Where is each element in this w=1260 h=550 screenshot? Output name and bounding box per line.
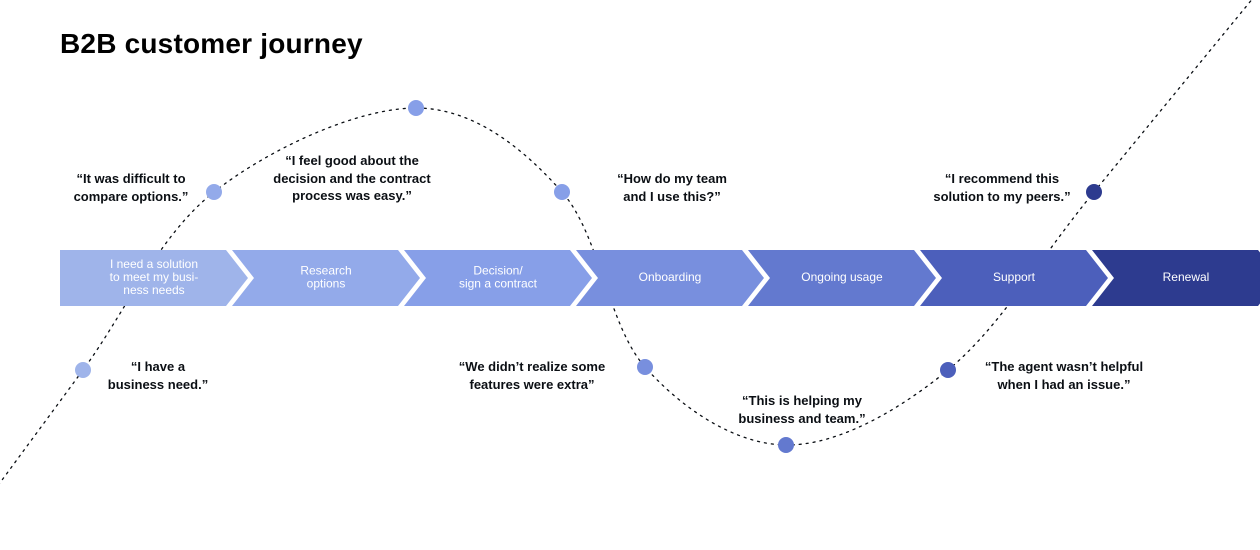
customer-quote: “How do my teamand I use this?”: [577, 170, 767, 205]
diagram-stage: B2B customer journey I need a solutionto…: [0, 0, 1260, 550]
customer-quote: “I recommend thissolution to my peers.”: [907, 170, 1097, 205]
customer-quote: “The agent wasn’t helpfulwhen I had an i…: [969, 358, 1159, 393]
sentiment-marker: [940, 362, 956, 378]
journey-stage-row: I need a solutionto meet my busi-ness ne…: [60, 250, 1260, 306]
journey-stage-label: to meet my busi-: [110, 270, 199, 284]
customer-quote: “This is helping mybusiness and team.”: [707, 392, 897, 427]
journey-stage-label: Ongoing usage: [801, 270, 883, 284]
sentiment-marker: [637, 359, 653, 375]
customer-quote: “I have abusiness need.”: [63, 358, 253, 393]
journey-stage-label: Research: [300, 264, 351, 278]
journey-stage-label: I need a solution: [110, 257, 198, 271]
sentiment-marker: [778, 437, 794, 453]
journey-stage-label: sign a contract: [459, 277, 538, 291]
journey-stage-label: Decision/: [473, 264, 523, 278]
sentiment-marker: [554, 184, 570, 200]
journey-stage-label: ness needs: [123, 283, 184, 297]
journey-stage-label: Support: [993, 270, 1036, 284]
journey-stage-label: Onboarding: [639, 270, 702, 284]
sentiment-marker: [408, 100, 424, 116]
customer-quote: “I feel good about thedecision and the c…: [257, 152, 447, 205]
customer-quote: “We didn’t realize somefeatures were ext…: [437, 358, 627, 393]
journey-stage-label: options: [307, 277, 346, 291]
customer-quote: “It was difficult tocompare options.”: [36, 170, 226, 205]
journey-stage-label: Renewal: [1163, 270, 1210, 284]
diagram-canvas: I need a solutionto meet my busi-ness ne…: [0, 0, 1260, 550]
